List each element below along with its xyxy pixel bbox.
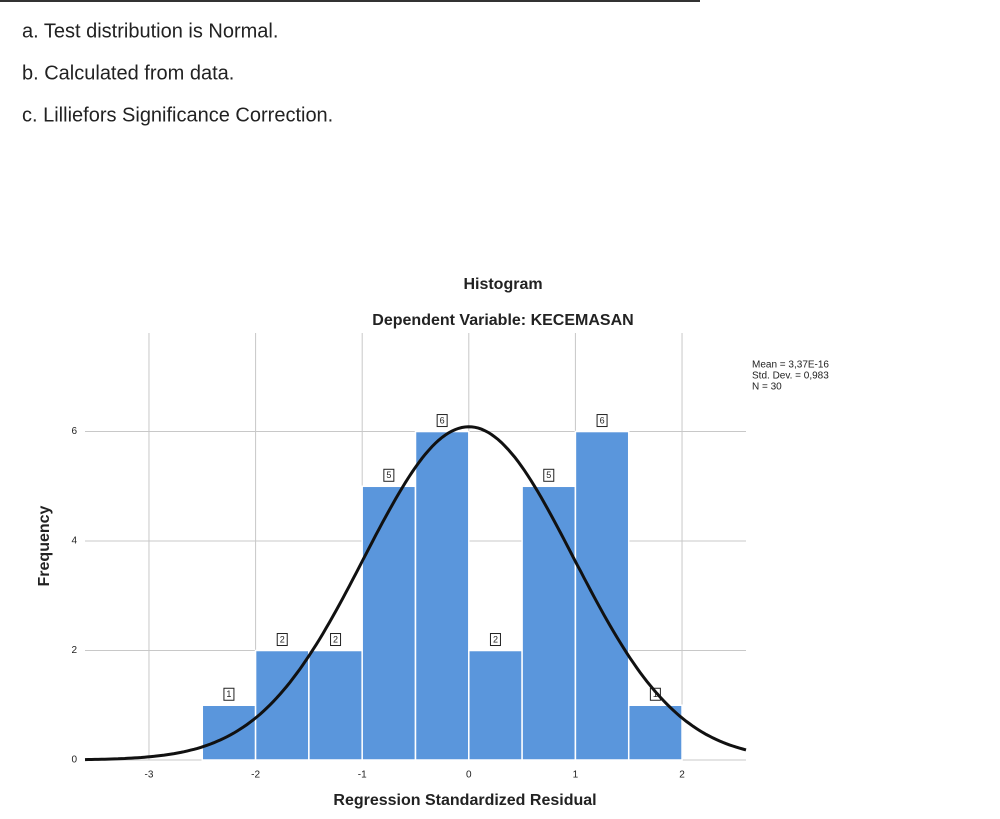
x-tick-label: -3	[145, 770, 154, 781]
data-label: 5	[386, 470, 391, 480]
normal-curve	[84, 425, 747, 762]
data-label-box	[276, 633, 288, 647]
data-label: 1	[653, 689, 658, 699]
bar	[414, 430, 470, 761]
data-label: 6	[440, 415, 445, 425]
data-label-box	[436, 414, 448, 428]
note: a. Test distribution is Normal.	[22, 20, 278, 42]
x-tick-label: 0	[466, 770, 472, 781]
bar	[201, 704, 257, 761]
stats-label: N = 30	[752, 382, 782, 393]
x-tick-label: -1	[358, 770, 367, 781]
bar	[308, 649, 363, 761]
y-tick-label: 2	[71, 645, 77, 656]
data-label: 2	[333, 634, 338, 644]
data-label-box	[489, 633, 501, 647]
bar	[468, 649, 523, 761]
y-tick-label: 0	[71, 755, 77, 766]
chart-subtitle: Dependent Variable: KECEMASAN	[372, 312, 633, 329]
data-label: 6	[600, 415, 605, 425]
data-label: 2	[493, 634, 498, 644]
y-axis-title: Frequency	[36, 505, 53, 586]
chart-title: Histogram	[463, 276, 542, 293]
bar	[361, 485, 417, 761]
x-tick-label: 2	[679, 770, 685, 781]
data-label-box	[543, 468, 555, 482]
data-label: 1	[226, 689, 231, 699]
data-label: 2	[280, 634, 285, 644]
bar	[627, 704, 683, 761]
data-label-box	[596, 414, 608, 428]
stats-label: Mean = 3,37E-16	[752, 360, 829, 371]
data-label-box	[383, 468, 395, 482]
data-label: 5	[546, 470, 551, 480]
table-border	[0, 0, 700, 2]
data-label-box	[649, 687, 661, 701]
x-tick-label: 1	[573, 770, 579, 781]
data-label-box	[223, 687, 235, 701]
x-tick-label: -2	[251, 770, 260, 781]
bar	[521, 485, 577, 761]
stats-label: Std. Dev. = 0,983	[752, 371, 829, 382]
y-tick-label: 6	[71, 426, 77, 437]
note: c. Lilliefors Significance Correction.	[22, 104, 333, 126]
y-tick-label: 4	[71, 536, 77, 547]
x-axis-title: Regression Standardized Residual	[333, 792, 596, 809]
data-label-box	[330, 633, 342, 647]
bar	[574, 430, 630, 761]
note: b. Calculated from data.	[22, 62, 234, 84]
